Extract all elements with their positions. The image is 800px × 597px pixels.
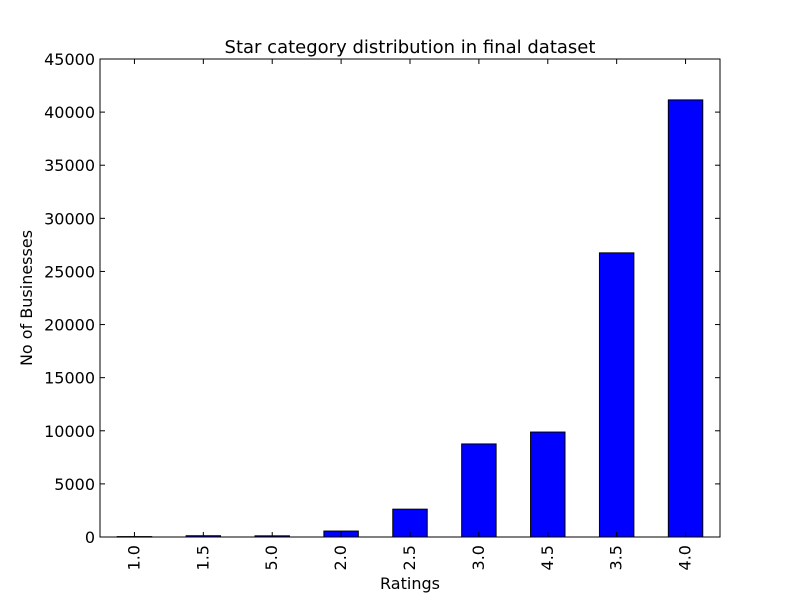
y-tick-label-20000: 20000	[44, 316, 95, 335]
chart-title: Star category distribution in final data…	[225, 37, 596, 58]
x-tick-label-1.5: 1.5	[193, 545, 212, 570]
bar-4.5	[530, 431, 566, 538]
bar-3.5	[598, 252, 635, 538]
x-tick-label-2.5: 2.5	[400, 545, 419, 570]
y-tick-label-40000: 40000	[44, 103, 95, 122]
x-tick-label-1.0: 1.0	[124, 545, 143, 570]
x-tick-label-2.0: 2.0	[331, 545, 350, 570]
x-tick-label-4.0: 4.0	[676, 545, 695, 570]
y-tick-label-15000: 15000	[44, 369, 95, 388]
bars	[116, 99, 704, 538]
y-tick-label-0: 0	[85, 528, 95, 547]
y-tick-label-5000: 5000	[54, 475, 95, 494]
y-tick-label-45000: 45000	[44, 50, 95, 69]
x-tick-label-4.5: 4.5	[538, 545, 557, 570]
y-tick-label-25000: 25000	[44, 262, 95, 281]
x-tick-label-3.0: 3.0	[469, 545, 488, 570]
bar-4.0	[667, 99, 704, 538]
x-axis: 1.0 1.5 5.0 2.0 2.5 3.0 4.5 3.5 4.0	[124, 59, 695, 570]
y-axis: 0 5000 10000 15000 20000 25000 30000 35000 40000…	[44, 50, 720, 547]
bar-3.0	[461, 443, 497, 538]
y-tick-label-30000: 30000	[44, 209, 95, 228]
x-tick-label-3.5: 3.5	[607, 545, 626, 570]
y-tick-label-10000: 10000	[44, 422, 95, 441]
x-tick-label-5.0: 5.0	[262, 545, 281, 570]
x-axis-label: Ratings	[380, 574, 440, 593]
y-tick-label-35000: 35000	[44, 156, 95, 175]
y-axis-label: No of Businesses	[17, 230, 36, 366]
